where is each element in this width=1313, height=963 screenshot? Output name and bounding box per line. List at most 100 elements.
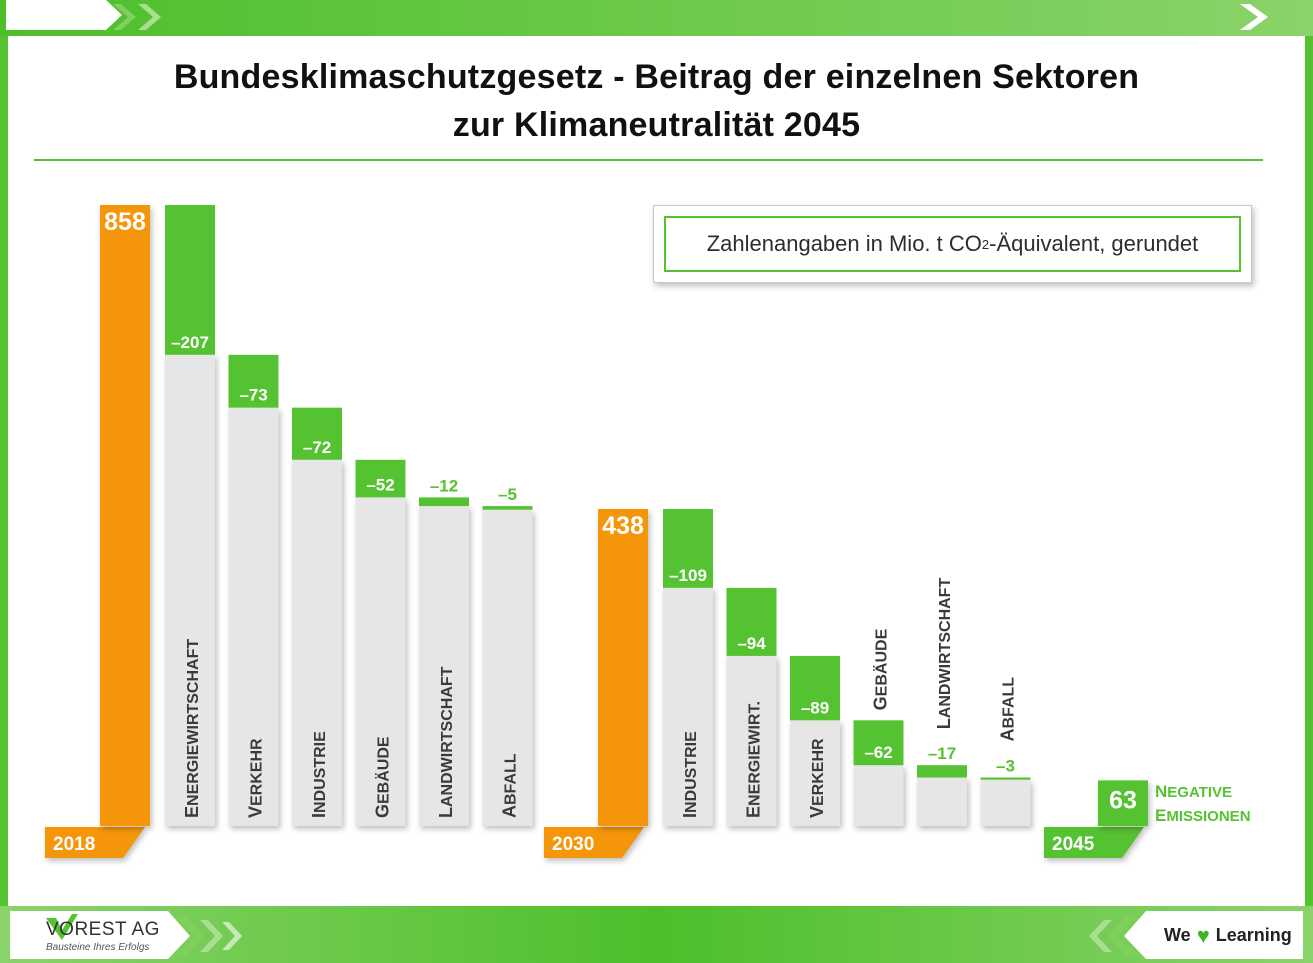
sector-label-initial: A [998,729,1018,742]
bar-remaining-2018-industrie [292,459,342,826]
bar-total-label-2018: 858 [104,208,146,236]
bar-reduction-label-2018-gebaeude: –52 [366,475,394,494]
final-annotation-line-1-initial: N [1155,782,1167,801]
sector-label-initial: E [182,806,202,818]
sector-label-rest: EBÄUDE [375,736,393,804]
bar-reduction-2030-abfall [980,777,1031,780]
unit-note: Zahlenangaben in Mio. t CO 2 -Äquivalent, … [664,216,1241,272]
company-logo-tagline: Bausteine Ihres Erfolgs [46,942,150,953]
bar-remaining-2018-verkehr [228,407,279,826]
slogan: We ♥ Learning [1164,922,1292,948]
bar-reduction-2018-gebaeude [355,459,406,498]
unit-note-prefix: Zahlenangaben in Mio. t CO [706,231,982,256]
bar-remaining-2018-energiewirtschaft [165,354,215,826]
bar-reduction-2018-abfall [482,506,533,510]
sector-label-2030-industrie: INDUSTRIE [680,731,700,818]
slogan-right: Learning [1215,925,1292,945]
bar-reduction-2030-energiewirt [726,587,777,656]
unit-note-suffix: -Äquivalent, gerundet [989,231,1199,256]
unit-note-box: Zahlenangaben in Mio. t CO 2 -Äquivalent, … [653,205,1252,283]
sector-label-rest: ERKEHR [810,738,827,806]
bar-reduction-label-2018-abfall: –5 [498,485,517,504]
final-annotation-line-1: NEGATIVE [1155,782,1232,801]
sector-label-initial: V [246,806,266,818]
sector-label-initial: V [807,806,827,818]
bar-total-2018 [100,205,150,826]
sector-label-2030-landwirtschaft: LANDWIRTSCHAFT [934,578,954,730]
sector-label-initial: E [744,806,764,818]
chart-title-line-2: zur Klimaneutralität 2045 [452,106,861,144]
sector-label-2030-gebaeude: GEBÄUDE [871,628,891,710]
bar-reduction-2030-gebaeude [853,720,904,766]
bar-remaining-2030-gebaeude [853,765,904,826]
bar-remaining-2018-abfall [482,509,533,826]
bar-final-label-2045: 63 [1109,786,1137,814]
company-logo-name: VOREST AG [46,919,160,940]
sector-label-rest: ANDWIRTSCHAFT [439,666,456,807]
sector-label-rest: BFALL [503,753,520,805]
bar-reduction-2018-industrie [292,407,342,460]
bar-reduction-label-2030-industrie: –109 [669,566,707,585]
bar-reduction-2030-landwirtschaft [917,765,967,778]
bar-reduction-2018-energiewirtschaft [165,205,215,355]
bar-remaining-2030-verkehr [790,720,840,826]
year-label-2030: 2030 [552,834,594,855]
sector-label-initial: L [436,807,456,818]
year-label-bg-2030 [544,827,644,858]
bar-reduction-label-2030-energiewirt: –94 [737,634,766,653]
year-label-bg-2018 [45,827,145,858]
bar-reduction-label-2018-verkehr: –73 [239,386,267,405]
bar-remaining-2030-landwirtschaft [917,777,967,826]
bar-reduction-label-2030-landwirtschaft: –17 [928,744,956,763]
bar-remaining-2018-gebaeude [355,497,406,826]
sector-label-rest: NDUSTRIE [312,731,329,813]
sector-label-rest: NERGIEWIRTSCHAFT [185,639,202,806]
sector-label-rest: EBÄUDE [873,628,891,696]
sector-label-2030-abfall: ABFALL [998,677,1018,742]
sector-label-2018-abfall: ABFALL [500,753,520,818]
sector-label-rest: BFALL [1001,677,1018,729]
sector-label-initial: G [373,804,393,818]
sector-label-rest: NERGIEWIRT. [747,701,764,806]
year-label-2045: 2045 [1052,834,1095,855]
sector-label-2018-industrie: INDUSTRIE [309,731,329,818]
bar-total-2030 [598,508,648,826]
bar-reduction-label-2030-gebaeude: –62 [864,743,892,762]
bar-reduction-label-2030-verkehr: –89 [801,698,829,717]
bar-remaining-2030-abfall [980,779,1031,826]
bar-total-label-2030: 438 [602,512,644,540]
final-annotation-line-2: EMISSIONEN [1155,806,1251,825]
bar-reduction-label-2018-energiewirtschaft: –207 [171,333,209,352]
sector-label-2018-verkehr: VERKEHR [246,738,266,818]
unit-note-subscript: 2 [981,236,990,252]
chart-title-line-1: Bundesklimaschutzgesetz - Beitrag der ei… [173,58,1140,96]
sector-label-rest: ERKEHR [249,738,266,806]
sector-label-initial: A [500,805,520,818]
year-label-2018: 2018 [53,834,95,855]
bar-final-2045 [1098,780,1148,826]
sector-label-initial: I [680,813,700,818]
bar-reduction-2030-verkehr [790,655,840,721]
sector-label-initial: L [934,718,954,729]
bar-remaining-2030-industrie [663,587,713,826]
bar-reduction-label-2018-landwirtschaft: –12 [430,476,458,495]
final-annotation-line-2-rest: MISSIONEN [1166,808,1250,825]
sector-label-rest: ANDWIRTSCHAFT [937,578,954,719]
bar-reduction-2030-industrie [663,508,713,588]
heart-icon: ♥ [1196,922,1210,948]
sector-label-rest: NDUSTRIE [683,731,700,813]
bar-remaining-2018-landwirtschaft [419,506,469,826]
sector-label-2018-gebaeude: GEBÄUDE [373,736,393,818]
bar-reduction-label-2030-abfall: –3 [996,757,1015,776]
sector-label-2030-energiewirt: ENERGIEWIRT. [744,701,764,818]
sector-label-2018-landwirtschaft: LANDWIRTSCHAFT [436,666,456,818]
final-annotation-line-2-initial: E [1155,806,1166,825]
sector-label-initial: G [871,696,891,710]
bar-reduction-label-2018-industrie: –72 [303,438,331,457]
final-annotation-line-1-rest: EGATIVE [1167,784,1232,801]
slogan-left: We [1164,925,1191,945]
year-label-bg-2045 [1044,827,1144,858]
sector-label-2030-verkehr: VERKEHR [807,738,827,818]
